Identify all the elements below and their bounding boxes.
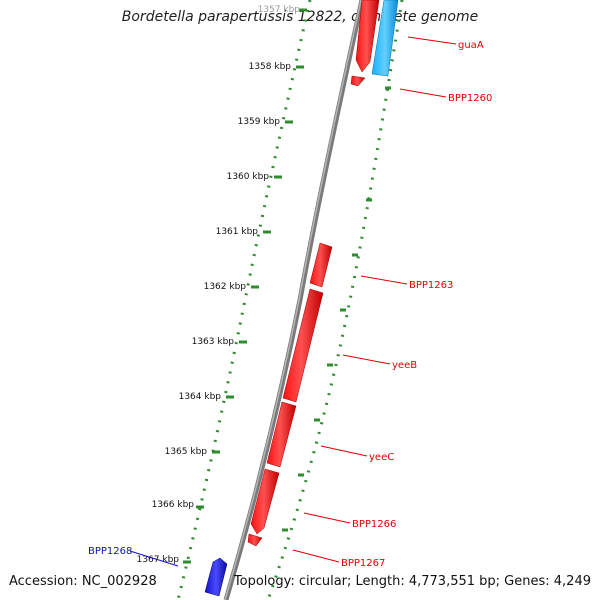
- accession-text: Accession: NC_002928: [9, 574, 157, 589]
- leader-guaA: [407, 36, 457, 45]
- leader-BPP1266: [303, 512, 351, 524]
- gene-yeeB-arrow: [282, 288, 324, 403]
- tick-label-1363: 1363 kbp: [192, 337, 235, 347]
- forward-strand-features: [247, 0, 380, 547]
- tick-label-1360: 1360 kbp: [227, 172, 270, 182]
- leader-BPP1260: [399, 88, 447, 98]
- major-ticks: [183, 8, 391, 564]
- leader-BPP1268: [129, 550, 179, 567]
- leader-yeeB: [342, 354, 391, 365]
- leader-yeeC: [320, 445, 368, 457]
- gene-label-BPP1260: BPP1260: [448, 93, 492, 104]
- gene-BPP1266-arrow: [250, 468, 280, 535]
- label-leaders: [129, 36, 457, 567]
- tick-ring-outer: [266, 0, 404, 600]
- gene-label-yeeC: yeeC: [369, 452, 394, 463]
- gene-label-BPP1266: BPP1266: [352, 519, 396, 530]
- genome-backbone: [223, 0, 365, 600]
- tick-label-1361: 1361 kbp: [216, 227, 259, 237]
- gene-labels: guaA BPP1260 BPP1263 yeeB yeeC BPP1266 B…: [88, 40, 492, 569]
- tick-label-1364: 1364 kbp: [179, 392, 222, 402]
- gene-label-guaA: guaA: [458, 40, 484, 51]
- gene-BPP1267-arrow: [247, 533, 263, 547]
- leader-BPP1267: [292, 549, 340, 563]
- gene-BPP1263-arrow: [309, 242, 333, 288]
- gene-label-BPP1267: BPP1267: [341, 558, 385, 569]
- gene-label-BPP1263: BPP1263: [409, 280, 453, 291]
- gene-BPP1260-arrow: [350, 75, 366, 87]
- tick-label-1366: 1366 kbp: [152, 500, 195, 510]
- gene-BPP1268-arrow: [204, 557, 228, 597]
- leader-BPP1263: [360, 275, 408, 285]
- genome-backbone-highlight: [224, 0, 362, 600]
- gene-yeeC-arrow: [266, 401, 297, 468]
- gene-label-BPP1268: BPP1268: [88, 546, 132, 557]
- tick-label-1359: 1359 kbp: [238, 117, 281, 127]
- tick-label-1365: 1365 kbp: [165, 447, 208, 457]
- tick-label-1362: 1362 kbp: [204, 282, 247, 292]
- genome-summary-text: Topology: circular; Length: 4,773,551 bp…: [233, 574, 591, 589]
- gene-label-yeeB: yeeB: [392, 360, 417, 371]
- tick-label-1358: 1358 kbp: [249, 62, 292, 72]
- cyan-feature-bar: [371, 0, 399, 77]
- gene-guaA-arrow: [355, 0, 380, 73]
- tick-ring-inner: [176, 0, 312, 600]
- tick-label-1357: 1357 kbp: [258, 5, 301, 15]
